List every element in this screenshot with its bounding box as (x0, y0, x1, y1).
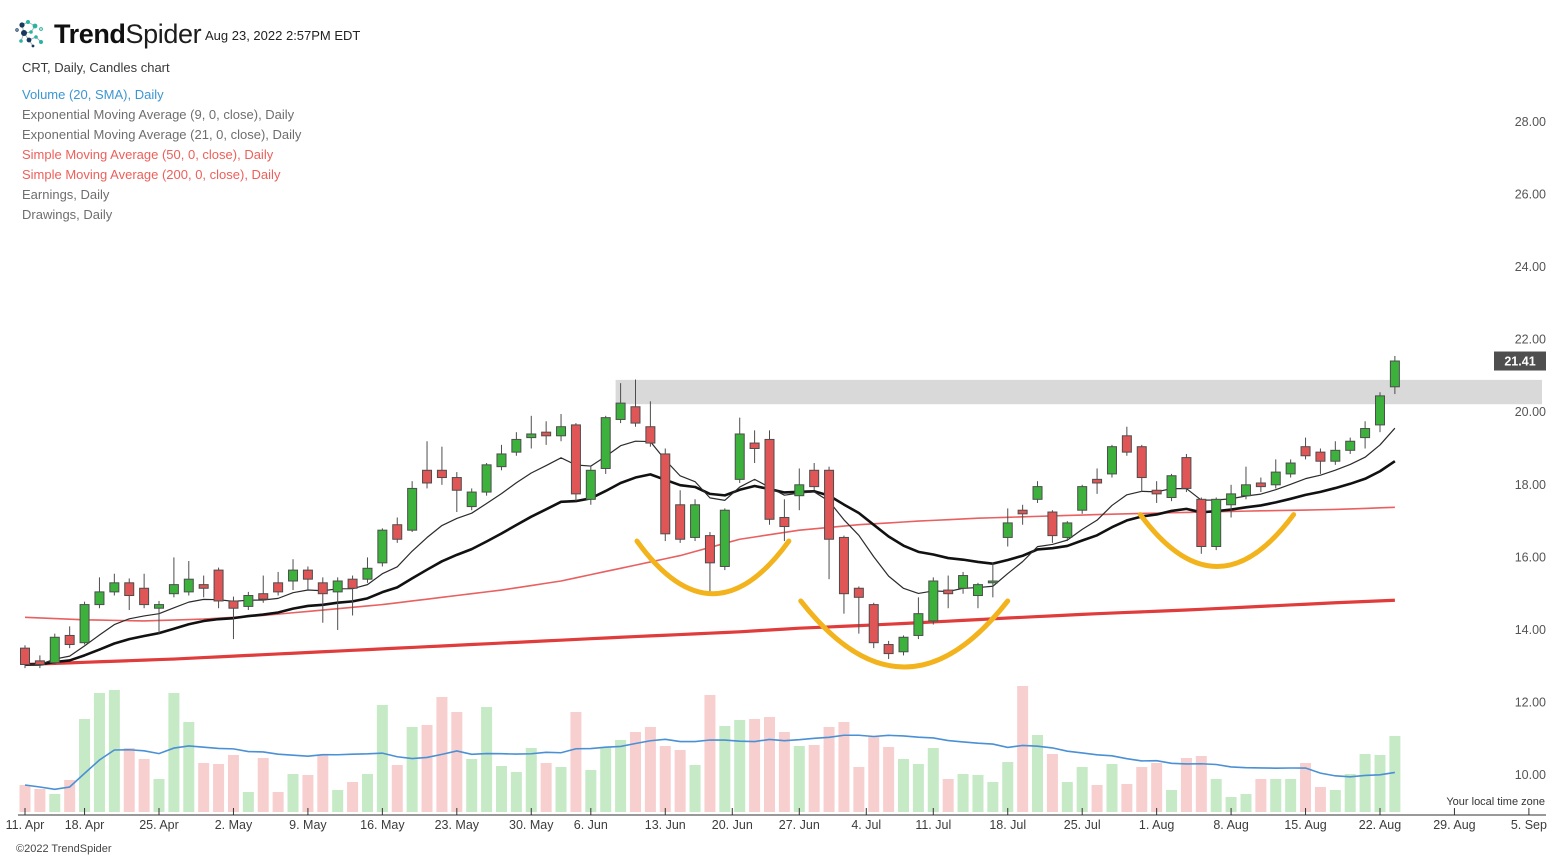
volume-sma20-line (24, 734, 1396, 791)
legend-item-ema21[interactable]: Exponential Moving Average (21, 0, close… (22, 127, 302, 142)
svg-text:6. Jun: 6. Jun (574, 818, 608, 832)
legend-item-volume[interactable]: Volume (20, SMA), Daily (22, 87, 164, 102)
svg-text:20.00: 20.00 (1515, 405, 1546, 419)
indicator-legend: Volume (20, SMA), Daily Exponential Movi… (22, 85, 301, 225)
svg-text:27. Jun: 27. Jun (779, 818, 820, 832)
svg-text:11. Apr: 11. Apr (6, 818, 45, 832)
svg-text:11. Jul: 11. Jul (915, 818, 951, 832)
svg-text:16.00: 16.00 (1515, 550, 1546, 564)
svg-text:2. May: 2. May (215, 818, 253, 832)
resistance-zone-drawing[interactable] (615, 379, 1542, 405)
svg-text:16. May: 16. May (360, 818, 405, 832)
svg-text:1. Aug: 1. Aug (1139, 818, 1174, 832)
brand-name-spider: Spider (125, 18, 202, 49)
last-price-value: 21.41 (1504, 355, 1535, 369)
brand-name-trend: Trend (54, 18, 126, 49)
svg-text:18. Apr: 18. Apr (65, 818, 105, 832)
svg-text:5. Sep: 5. Sep (1511, 818, 1547, 832)
svg-text:23. May: 23. May (435, 818, 480, 832)
svg-text:26.00: 26.00 (1515, 187, 1546, 201)
svg-text:13. Jun: 13. Jun (645, 818, 686, 832)
copyright-label: ©2022 TrendSpider (16, 843, 112, 855)
legend-item-ema9[interactable]: Exponential Moving Average (9, 0, close)… (22, 107, 295, 122)
brand-logo[interactable]: TrendSpider (14, 16, 202, 52)
chart-timestamp: Aug 23, 2022 2:57PM EDT (205, 28, 361, 43)
svg-text:10.00: 10.00 (1515, 768, 1546, 782)
cup-arc-drawing[interactable] (1137, 512, 1297, 569)
svg-text:15. Aug: 15. Aug (1284, 818, 1326, 832)
svg-text:25. Apr: 25. Apr (139, 818, 179, 832)
svg-text:18.00: 18.00 (1515, 478, 1546, 492)
legend-item-sma200[interactable]: Simple Moving Average (200, 0, close), D… (22, 167, 281, 182)
svg-text:20. Jun: 20. Jun (712, 818, 753, 832)
x-axis[interactable]: 11. Apr 18. Apr 25. Apr 2. May 9. May 16. May… (6, 808, 1547, 832)
svg-text:24.00: 24.00 (1515, 260, 1546, 274)
legend-item-drawings[interactable]: Drawings, Daily (22, 207, 113, 222)
candles-layer[interactable] (20, 355, 1400, 669)
ema21-line (25, 460, 1396, 666)
timezone-note[interactable]: Your local time zone (1446, 796, 1545, 808)
svg-text:22. Aug: 22. Aug (1359, 818, 1401, 832)
svg-text:8. Aug: 8. Aug (1213, 818, 1248, 832)
cup-arc-drawing[interactable] (798, 598, 1011, 670)
svg-text:30. May: 30. May (509, 818, 554, 832)
svg-text:25. Jul: 25. Jul (1064, 818, 1101, 832)
legend-item-earnings[interactable]: Earnings, Daily (22, 187, 110, 202)
svg-text:29. Aug: 29. Aug (1433, 818, 1475, 832)
svg-text:28.00: 28.00 (1515, 115, 1546, 129)
sma200-line (24, 598, 1395, 667)
spider-logo-icon (15, 20, 43, 48)
svg-text:4. Jul: 4. Jul (851, 818, 881, 832)
cup-arc-drawing[interactable] (634, 538, 792, 596)
legend-item-sma50[interactable]: Simple Moving Average (50, 0, close), Da… (22, 147, 274, 162)
svg-text:12.00: 12.00 (1515, 696, 1546, 710)
chart-title: CRT, Daily, Candles chart (22, 60, 170, 75)
svg-text:18. Jul: 18. Jul (989, 818, 1026, 832)
brand-name: TrendSpider (54, 18, 202, 50)
price-axis[interactable]: 28.00 26.00 24.00 22.00 20.00 18.00 16.00 14.00… (1515, 115, 1546, 782)
svg-text:22.00: 22.00 (1515, 333, 1546, 347)
svg-text:9. May: 9. May (289, 818, 327, 832)
last-price-badge (1494, 351, 1546, 371)
svg-text:14.00: 14.00 (1515, 623, 1546, 637)
